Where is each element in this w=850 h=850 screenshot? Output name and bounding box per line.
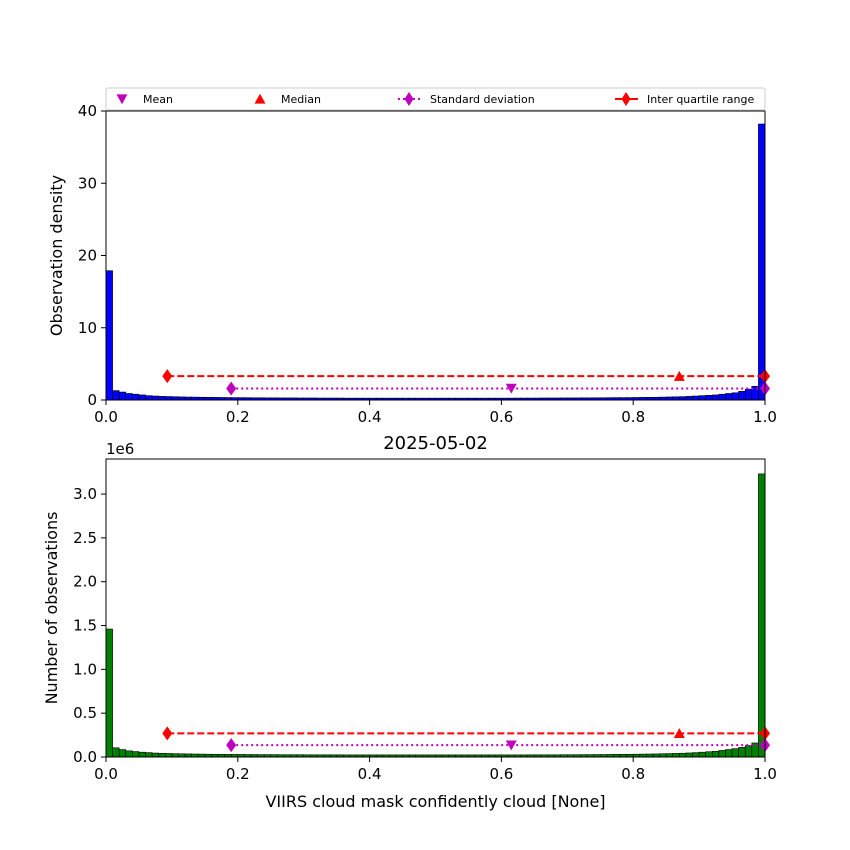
histogram-bar — [158, 753, 166, 758]
legend-iqr-icon — [621, 92, 631, 106]
y-tick-label: 0.0 — [73, 748, 97, 766]
histogram-bar — [738, 747, 746, 758]
median-marker — [673, 370, 685, 381]
y-tick-label: 40 — [78, 102, 97, 120]
histogram-bar — [698, 395, 706, 401]
histogram-bar — [744, 388, 753, 401]
histogram-bar — [105, 628, 113, 758]
y-tick-label: 1.5 — [73, 617, 97, 635]
histogram-bar — [105, 270, 113, 401]
histogram-bar — [698, 751, 706, 758]
histogram-bar — [125, 393, 133, 401]
x-tick-label: 0.0 — [94, 408, 118, 426]
histogram-bar — [718, 393, 726, 401]
x-tick-label: 0.8 — [621, 408, 645, 426]
axes-frame — [105, 110, 766, 401]
x-tick-label: 0.0 — [94, 765, 118, 783]
x-tick-label: 0.6 — [489, 408, 513, 426]
std-start-marker — [226, 738, 237, 753]
legend-std-label: Standard deviation — [430, 93, 535, 106]
legend-std-icon — [404, 92, 414, 106]
std-start-marker — [226, 381, 237, 396]
top-histogram-axes: 0.0 0.2 0.4 0.6 0.8 1.0 0 10 20 30 40 Observation d… — [47, 87, 777, 426]
chart-title: 2025-05-02 — [383, 433, 488, 454]
histogram-bar — [158, 396, 166, 401]
legend-median-label: Median — [281, 93, 321, 106]
histogram-bar — [672, 753, 680, 758]
histogram-bar — [731, 392, 739, 401]
histogram-bar — [731, 748, 739, 758]
histogram-bars — [105, 473, 766, 758]
histogram-bar — [718, 750, 726, 758]
legend-box — [105, 87, 766, 111]
x-tick-label: 1.0 — [753, 408, 777, 426]
histogram-bars — [105, 123, 766, 401]
histogram-bar — [125, 750, 133, 758]
histogram-bar — [758, 473, 766, 758]
y-tick-label: 10 — [78, 319, 97, 337]
histogram-bar — [665, 753, 674, 758]
histogram-bar — [679, 752, 687, 758]
histogram-bar — [165, 753, 173, 758]
y-tick-label: 2.0 — [73, 573, 97, 591]
histogram-bar — [725, 749, 733, 758]
histogram-bar — [118, 391, 127, 401]
y-tick-label: 0 — [87, 391, 97, 409]
y-tick-label: 30 — [78, 174, 97, 192]
legend: Mean Median Standard deviation Inter quarti… — [105, 87, 766, 111]
histogram-bar — [758, 123, 766, 401]
axis-offset-label: 1e6 — [106, 440, 134, 458]
histogram-bar — [132, 751, 140, 758]
histogram-bar — [711, 394, 720, 401]
iqr-start-marker — [162, 369, 173, 384]
legend-mean-label: Mean — [143, 93, 173, 106]
histogram-bar — [138, 751, 146, 758]
histogram-bar — [685, 396, 693, 401]
histogram-bar — [165, 396, 173, 401]
histogram-bar — [151, 752, 160, 758]
legend-mean-icon — [116, 94, 128, 105]
x-tick-label: 1.0 — [753, 765, 777, 783]
histogram-bar — [738, 391, 746, 401]
bottom-histogram-axes: 0.0 0.2 0.4 0.6 0.8 1.0 0.0 0.5 1.0 1.5 2.0 2.5 3.0 N… — [42, 433, 777, 811]
x-tick-label: 0.2 — [226, 408, 250, 426]
histogram-bar — [705, 395, 713, 401]
y-axis-label: Number of observations — [42, 512, 61, 705]
median-marker — [673, 728, 685, 739]
histogram-bar — [692, 395, 700, 401]
y-tick-label: 20 — [78, 247, 97, 265]
x-tick-label: 0.8 — [621, 765, 645, 783]
legend-median-icon — [254, 93, 266, 104]
x-tick-label: 0.4 — [358, 408, 382, 426]
histogram-bar — [705, 751, 713, 758]
histogram-bar — [112, 747, 120, 758]
histogram-bar — [145, 395, 153, 401]
y-tick-label: 0.5 — [73, 704, 97, 722]
x-tick-label: 0.6 — [489, 765, 513, 783]
legend-iqr-label: Inter quartile range — [647, 93, 754, 106]
axes-frame — [105, 458, 766, 758]
mean-marker — [505, 740, 517, 751]
histogram-bar — [118, 749, 127, 758]
histogram-bar — [744, 745, 753, 758]
histogram-bar — [132, 393, 140, 401]
x-tick-label: 0.2 — [226, 765, 250, 783]
mean-marker — [505, 383, 517, 394]
histogram-bar — [112, 390, 120, 401]
histogram-bar — [692, 752, 700, 758]
histogram-bar — [145, 752, 153, 758]
y-axis-label: Observation density — [47, 175, 66, 336]
y-tick-label: 3.0 — [73, 485, 97, 503]
iqr-start-marker — [162, 726, 173, 741]
x-axis-label: VIIRS cloud mask confidently cloud [None… — [265, 792, 605, 811]
y-tick-label: 2.5 — [73, 529, 97, 547]
histogram-bar — [151, 395, 160, 401]
histogram-bar — [725, 393, 733, 401]
histogram-bar — [138, 394, 146, 401]
x-tick-label: 0.4 — [358, 765, 382, 783]
y-tick-label: 1.0 — [73, 660, 97, 678]
histogram-bar — [685, 752, 693, 758]
histogram-bar — [711, 751, 720, 758]
